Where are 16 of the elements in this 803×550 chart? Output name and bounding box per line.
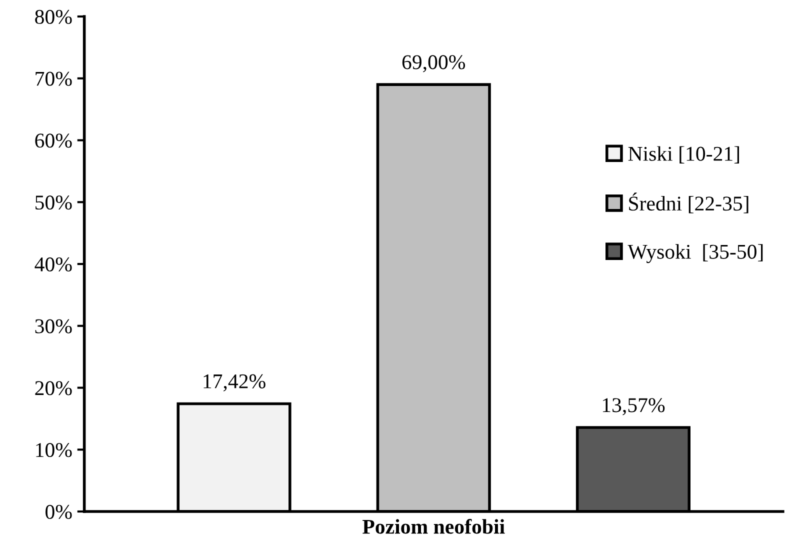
y-tick-label: 30% xyxy=(35,319,72,334)
y-tick-label: 80% xyxy=(35,10,72,24)
y-tick-label: 70% xyxy=(36,72,72,86)
y-tick-label: 20% xyxy=(35,381,72,396)
y-tick-label: 50% xyxy=(36,196,72,210)
y-tick-label: 10% xyxy=(36,443,72,458)
y-tick-label: 40% xyxy=(34,257,72,272)
y-tick-label: 0% xyxy=(46,504,72,519)
data-label: 13,57% xyxy=(602,398,665,416)
data-label: 69,00% xyxy=(402,55,466,72)
y-tick-label: 60% xyxy=(35,134,72,148)
legend-label: Niski [10-21] xyxy=(628,146,740,164)
data-label: 17,42% xyxy=(204,374,266,392)
x-axis-title: Poziom neofobii xyxy=(362,518,505,534)
legend-label: Średni [22-35] xyxy=(629,192,748,214)
legend-label: Wysoki [35-50] xyxy=(628,244,763,264)
